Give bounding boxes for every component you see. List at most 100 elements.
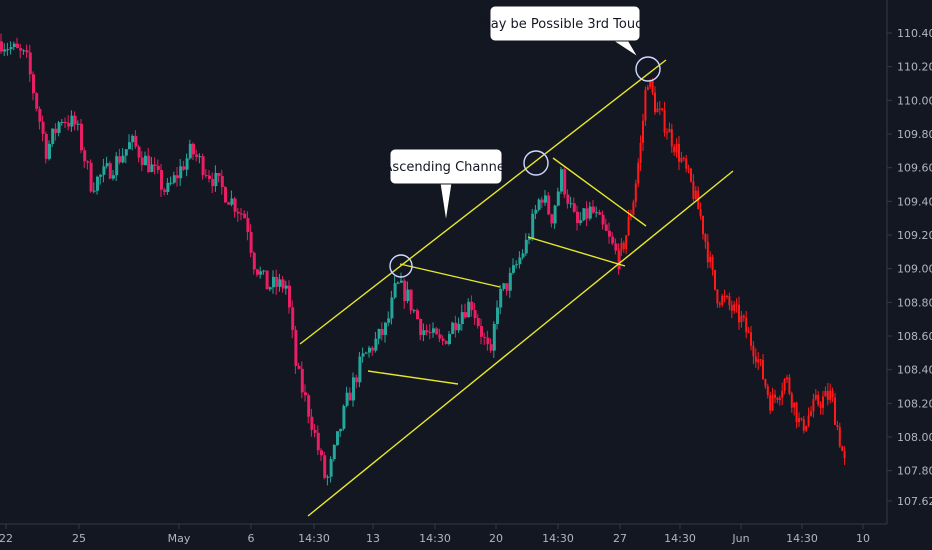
projection-candle	[627, 216, 630, 236]
candle-body	[320, 450, 323, 456]
projection-candle	[646, 87, 649, 91]
candle-body	[160, 169, 163, 190]
candle-body	[384, 322, 387, 335]
projection-candle	[812, 399, 815, 412]
candle-body	[556, 191, 560, 206]
candle-body	[563, 169, 567, 195]
candle-body	[185, 158, 189, 170]
candle-body	[467, 301, 471, 318]
time-axis-label: 25	[72, 532, 86, 545]
projection-candle	[694, 190, 697, 199]
projection-candle	[759, 359, 762, 361]
price-axis-labels: 110.400 110.200 110.000 109.800 109.600 109.4…	[887, 27, 932, 508]
projection-candle	[680, 157, 683, 162]
candle-body	[35, 93, 39, 109]
price-axis-label: 109.400	[897, 195, 932, 208]
candle-body	[448, 333, 451, 344]
candle-body	[614, 243, 618, 251]
candle-body	[451, 322, 455, 334]
projection-candle	[771, 394, 774, 411]
candle-body	[22, 50, 26, 52]
candle-body	[96, 176, 99, 191]
callout-ascending-channel: Ascending Channel	[384, 148, 508, 223]
projection-candle	[706, 241, 709, 263]
candle-body	[304, 392, 307, 396]
projection-candle	[733, 304, 736, 311]
candle-body	[380, 328, 384, 335]
candle-body	[262, 270, 266, 272]
projection-candle	[699, 209, 702, 216]
time-axis-label: 13	[366, 532, 380, 545]
projection-candle	[709, 256, 712, 263]
callout-ascending-channel-box	[389, 148, 503, 185]
candle-body	[240, 213, 243, 215]
candle-body	[444, 340, 448, 344]
projection-candle	[776, 397, 779, 400]
candle-body	[387, 318, 391, 323]
candle-body	[422, 330, 426, 336]
candles-layer	[0, 33, 846, 486]
candle-body	[278, 279, 282, 287]
candle-body	[64, 121, 67, 123]
candle-body	[169, 182, 173, 184]
price-axis-label: 110.000	[897, 94, 932, 107]
time-axis-label: 14:30	[664, 532, 696, 545]
candle-body	[512, 265, 515, 273]
candle-body	[176, 175, 179, 179]
projection-candle	[718, 303, 721, 305]
candle-body	[374, 338, 378, 351]
price-axis-label: 110.400	[897, 27, 932, 40]
price-axis-label: 108.200	[897, 397, 932, 410]
projection-candle	[752, 345, 755, 357]
candle-body	[569, 203, 573, 205]
candle-body	[291, 307, 295, 330]
candle-body	[358, 356, 362, 383]
candle-body	[16, 43, 19, 48]
candle-body	[608, 230, 611, 237]
candle-body	[182, 166, 186, 170]
candle-body	[208, 175, 211, 179]
candle-body	[403, 280, 407, 301]
projection-candle	[781, 390, 784, 398]
projection-candle	[793, 402, 796, 408]
candle-body	[592, 206, 595, 213]
projection-candle	[805, 425, 808, 431]
candle-body	[412, 310, 416, 312]
projection-candle	[834, 397, 836, 425]
candle-body	[326, 476, 330, 478]
projection-candle	[730, 305, 733, 311]
projection-candle	[778, 397, 781, 400]
candle-body	[294, 329, 298, 366]
price-axis-label: 107.620	[897, 495, 932, 508]
candle-body	[598, 212, 602, 215]
projection-candle	[644, 90, 647, 121]
projection-candle	[735, 304, 738, 306]
candle-body	[470, 301, 474, 311]
price-axis-label: 110.200	[897, 61, 932, 74]
candle-body	[377, 328, 381, 339]
flag1-lower-line	[367, 370, 459, 385]
price-axis-label: 107.800	[897, 465, 932, 478]
callout-3rd-touch-text: May be Possible 3rd Touch	[480, 17, 651, 32]
candle-body	[486, 337, 490, 345]
candle-body	[115, 156, 119, 176]
candle-body	[438, 334, 442, 339]
candle-body	[425, 330, 429, 333]
candle-body	[281, 279, 285, 289]
candle-body	[80, 123, 83, 151]
candle-body	[393, 283, 397, 298]
projection-candle	[682, 157, 685, 159]
candle-body	[220, 175, 224, 188]
projection-candle	[656, 108, 659, 113]
candle-body	[524, 239, 528, 254]
candle-body	[198, 156, 202, 158]
candle-body	[268, 287, 272, 290]
candle-body	[265, 270, 269, 290]
candle-body	[201, 156, 205, 176]
candle-body	[121, 155, 125, 163]
projection-candle	[618, 250, 620, 261]
candle-body	[604, 224, 608, 231]
candle-body	[534, 209, 538, 214]
projection-candle	[766, 386, 769, 396]
